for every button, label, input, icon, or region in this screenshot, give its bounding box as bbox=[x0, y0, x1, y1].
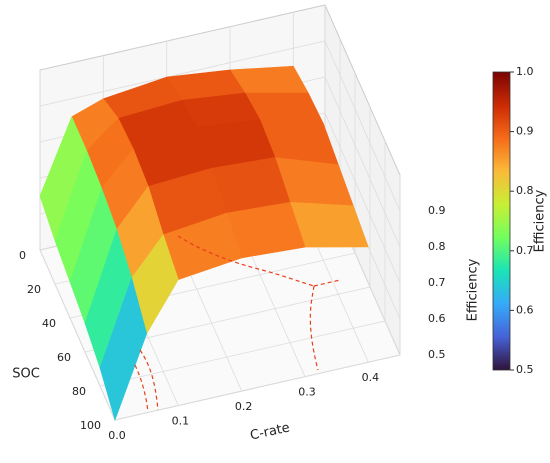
z-tick-label: 0.5 bbox=[428, 348, 446, 361]
z-tick-label: 0.9 bbox=[428, 204, 446, 217]
floor-contour bbox=[134, 235, 341, 413]
x-tick-label: 0.4 bbox=[362, 371, 380, 384]
y-tick-label: 0 bbox=[19, 249, 26, 262]
y-tick-label: 60 bbox=[57, 351, 71, 364]
colorbar-tick-label: 0.5 bbox=[516, 363, 534, 376]
surface-patch bbox=[99, 276, 148, 421]
axes: 0.0 0.1 0.2 0.3 0.4 0 20 40 60 80 100 0.5 0.6 0.7 0.8 0… bbox=[19, 204, 446, 442]
z-tick-label: 0.8 bbox=[428, 240, 446, 253]
y-tick-label: 20 bbox=[27, 283, 41, 296]
grid-line bbox=[39, 40, 401, 212]
y-tick-label: 40 bbox=[42, 317, 56, 330]
colorbar-label: Efficiency bbox=[533, 189, 548, 252]
x-tick-label: 0.0 bbox=[108, 429, 126, 442]
z-axis-label: Efficiency bbox=[466, 258, 481, 321]
z-tick-label: 0.6 bbox=[428, 312, 446, 325]
surface bbox=[39, 65, 369, 421]
y-tick-label: 100 bbox=[80, 419, 101, 432]
colorbar-tick-label: 0.6 bbox=[516, 303, 534, 316]
x-axis-label: C-rate bbox=[249, 420, 291, 443]
colorbar-tick-label: 1.0 bbox=[516, 65, 534, 78]
z-tick-label: 0.7 bbox=[428, 276, 446, 289]
y-axis-label: SOC bbox=[12, 367, 40, 382]
colorbar-tick-label: 0.9 bbox=[516, 125, 534, 138]
y-tick-label: 80 bbox=[72, 385, 86, 398]
x-tick-label: 0.1 bbox=[172, 415, 190, 428]
colorbar-tick-label: 0.8 bbox=[516, 184, 534, 197]
x-tick-label: 0.2 bbox=[235, 400, 253, 413]
colorbar-tick-label: 0.7 bbox=[516, 244, 534, 257]
x-tick-label: 0.3 bbox=[298, 386, 316, 399]
colorbar bbox=[492, 71, 511, 371]
